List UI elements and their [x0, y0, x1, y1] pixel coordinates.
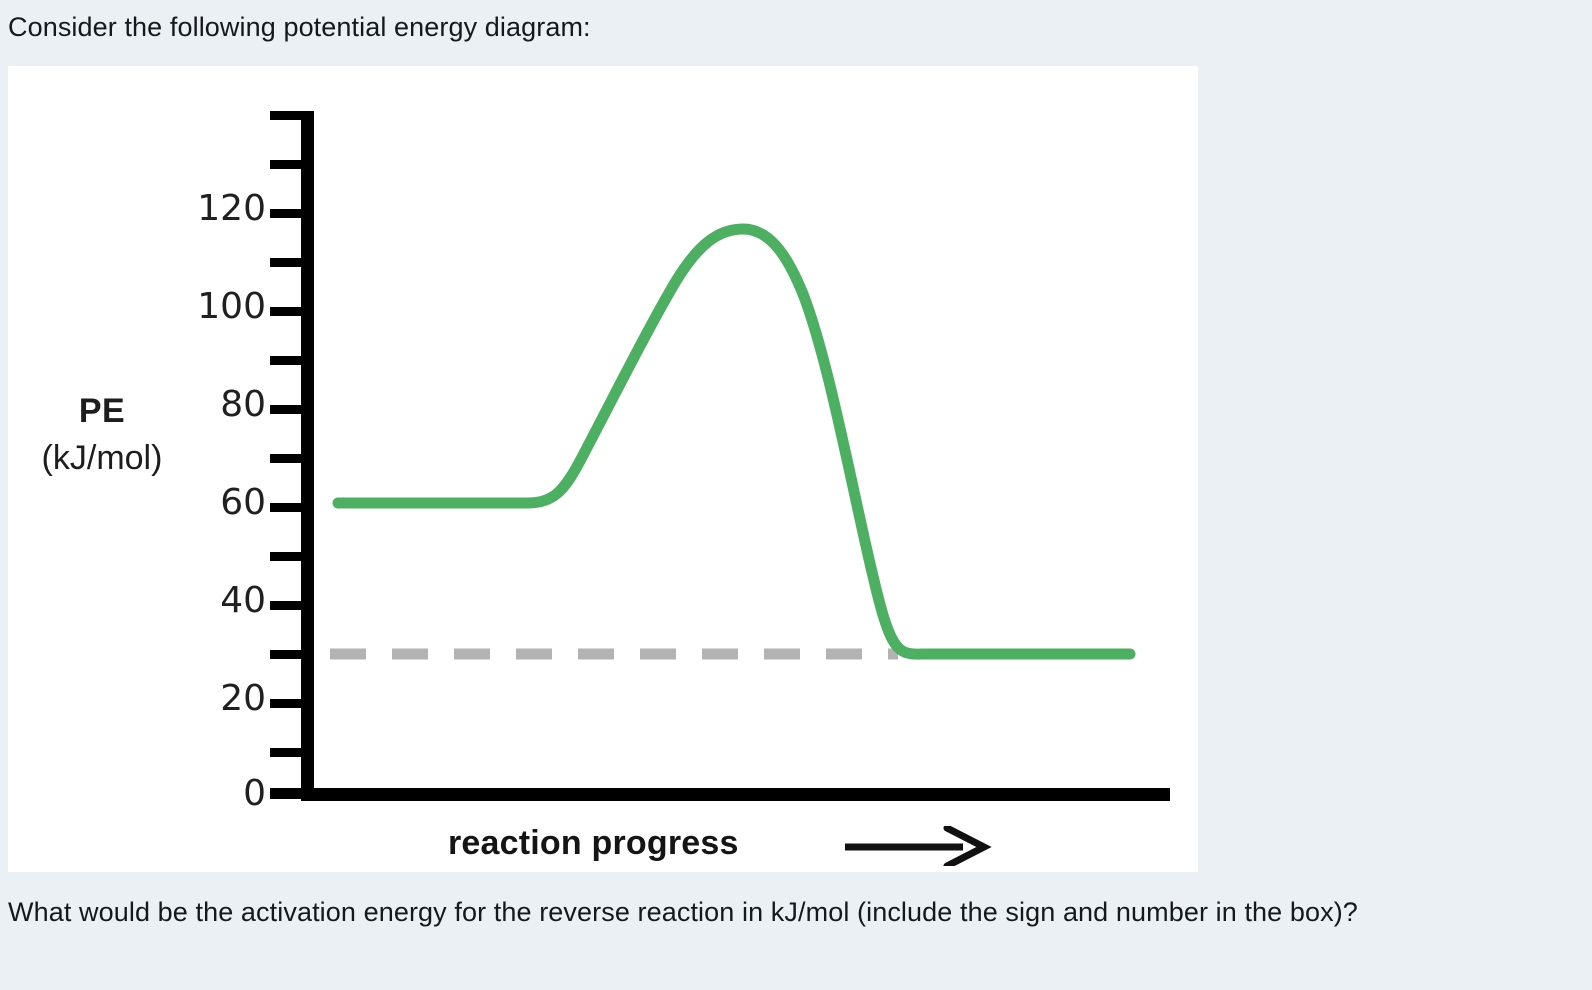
- potential-energy-curve: [332, 223, 1136, 660]
- plot-background: [8, 66, 1198, 872]
- potential-energy-diagram: 120 100 80 60 40 20 0 PE (kJ/mol) reacti…: [8, 66, 1198, 872]
- y-tick-label-80: 80: [220, 384, 266, 425]
- prompt-bottom-text: What would be the activation energy for …: [8, 897, 1358, 927]
- x-axis-spine: [301, 788, 1170, 801]
- y-axis-title-line2: (kJ/mol): [41, 439, 163, 477]
- y-tick-label-40: 40: [220, 580, 266, 621]
- y-axis-title: PE (kJ/mol): [10, 388, 194, 482]
- x-axis-title: reaction progress: [448, 824, 739, 862]
- y-axis-title-line1: PE: [78, 392, 126, 430]
- y-tick-label-0: 0: [243, 773, 266, 814]
- y-tick-label-20: 20: [220, 678, 266, 719]
- diagram-canvas: [8, 66, 1198, 872]
- y-tick-label-100: 100: [197, 286, 266, 327]
- y-tick-label-120: 120: [197, 188, 266, 229]
- y-axis-spine: [301, 111, 314, 801]
- y-tick-label-60: 60: [220, 482, 266, 523]
- right-arrow-icon: [843, 824, 993, 870]
- y-axis-ticks: [270, 111, 303, 799]
- prompt-top-text: Consider the following potential energy …: [8, 12, 591, 42]
